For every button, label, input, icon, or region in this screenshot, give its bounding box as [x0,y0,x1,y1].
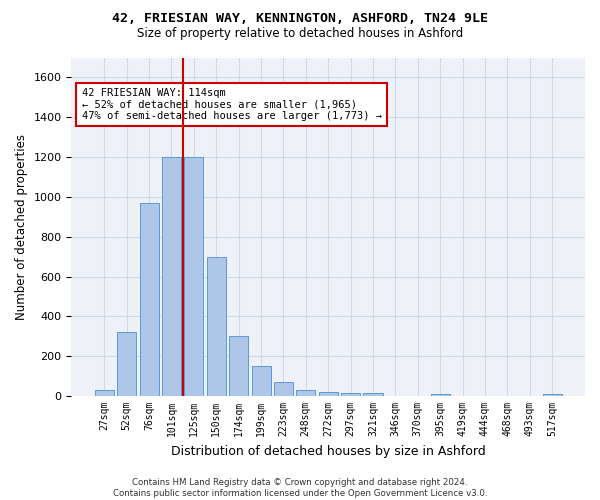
Bar [229,336,248,396]
Bar [341,393,360,396]
Bar [95,390,114,396]
X-axis label: Distribution of detached houses by size in Ashford: Distribution of detached houses by size … [171,444,485,458]
Bar [431,394,449,396]
Bar [542,394,562,396]
Bar [274,382,293,396]
Bar [251,366,271,396]
Text: 42 FRIESIAN WAY: 114sqm
← 52% of detached houses are smaller (1,965)
47% of semi: 42 FRIESIAN WAY: 114sqm ← 52% of detache… [82,88,382,121]
Bar [117,332,136,396]
Bar [296,390,316,396]
Bar [364,393,383,396]
Text: 42, FRIESIAN WAY, KENNINGTON, ASHFORD, TN24 9LE: 42, FRIESIAN WAY, KENNINGTON, ASHFORD, T… [112,12,488,26]
Y-axis label: Number of detached properties: Number of detached properties [15,134,28,320]
Bar [140,203,158,396]
Text: Size of property relative to detached houses in Ashford: Size of property relative to detached ho… [137,28,463,40]
Bar [184,157,203,396]
Bar [319,392,338,396]
Text: Contains HM Land Registry data © Crown copyright and database right 2024.
Contai: Contains HM Land Registry data © Crown c… [113,478,487,498]
Bar [162,157,181,396]
Bar [207,256,226,396]
